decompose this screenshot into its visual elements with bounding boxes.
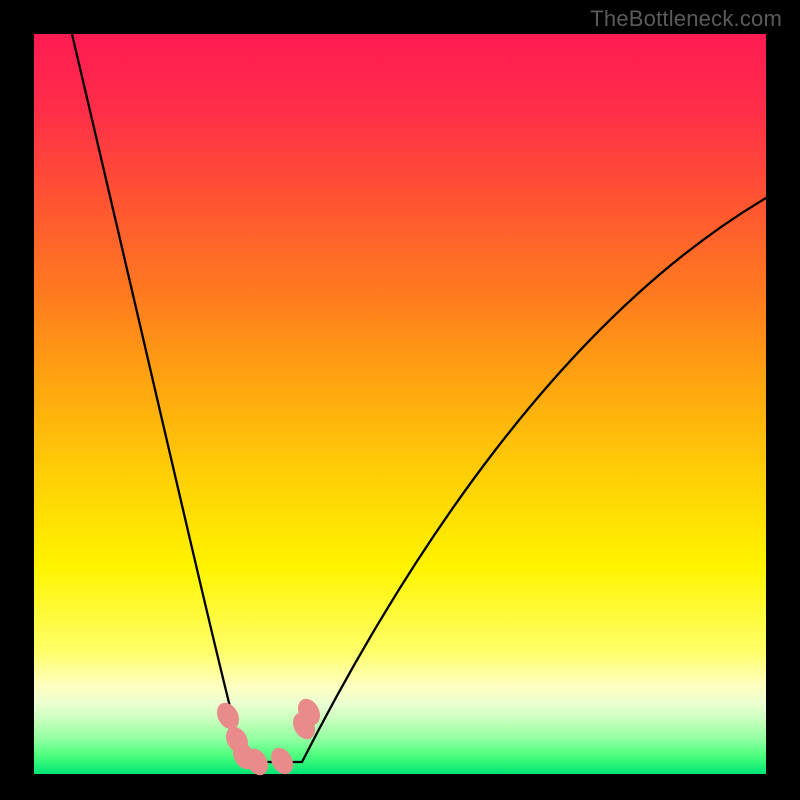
watermark-text: TheBottleneck.com [590, 6, 782, 32]
gradient-background [34, 34, 766, 774]
bottleneck-chart [0, 0, 800, 800]
chart-container: TheBottleneck.com [0, 0, 800, 800]
